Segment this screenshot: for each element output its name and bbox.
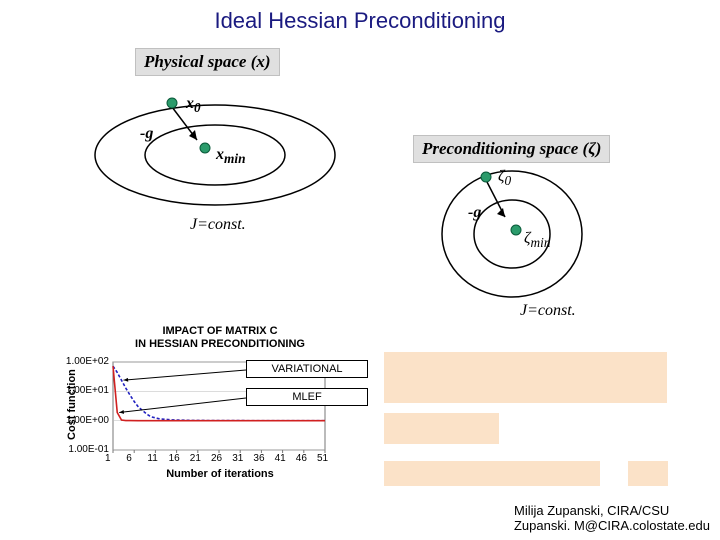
jconst-precond: J=const. bbox=[520, 302, 576, 320]
xtick: 16 bbox=[169, 453, 180, 464]
precond-space-diagram bbox=[430, 162, 600, 317]
chart-title-line2: IN HESSIAN PRECONDITIONING bbox=[115, 338, 325, 350]
footer-line2: Zupanski. M@CIRA.colostate.edu bbox=[514, 518, 710, 534]
ytick: 1.00E+00 bbox=[61, 415, 109, 426]
xtick: 11 bbox=[147, 453, 157, 464]
precond-space-banner: Preconditioning space (ζ) bbox=[413, 135, 610, 163]
neg-g-precond: -g bbox=[468, 204, 481, 222]
xtick: 51 bbox=[317, 453, 328, 464]
z0-label: ζ0 bbox=[498, 168, 511, 189]
jconst-phys: J=const. bbox=[190, 216, 246, 234]
xtick: 6 bbox=[126, 453, 132, 464]
xtick: 21 bbox=[190, 453, 201, 464]
x0-label: x0 bbox=[186, 95, 201, 116]
ytick: 1.00E+01 bbox=[61, 385, 109, 396]
footer-credit: Milija Zupanski, CIRA/CSU Zupanski. M@CI… bbox=[514, 503, 710, 534]
ytick: 1.00E-01 bbox=[61, 444, 109, 455]
xtick: 41 bbox=[275, 453, 286, 464]
xtick: 31 bbox=[232, 453, 243, 464]
xmin-label: xmin bbox=[216, 146, 245, 167]
orange-box-1 bbox=[384, 352, 667, 403]
chart-title-line1: IMPACT OF MATRIX C bbox=[115, 325, 325, 337]
xtick: 26 bbox=[211, 453, 222, 464]
legend-variational: VARIATIONAL bbox=[246, 360, 368, 378]
xtick: 46 bbox=[296, 453, 307, 464]
orange-box-4 bbox=[628, 461, 668, 486]
physical-space-diagram bbox=[85, 80, 345, 230]
slide-title: Ideal Hessian Preconditioning bbox=[0, 8, 720, 34]
neg-g-phys: -g bbox=[140, 125, 153, 143]
xtick: 1 bbox=[105, 453, 111, 464]
xtick: 36 bbox=[253, 453, 264, 464]
orange-box-2 bbox=[384, 413, 499, 444]
ytick: 1.00E+02 bbox=[61, 356, 109, 367]
chart-xlabel: Number of iterations bbox=[115, 468, 325, 480]
legend-mlef: MLEF bbox=[246, 388, 368, 406]
footer-line1: Milija Zupanski, CIRA/CSU bbox=[514, 503, 710, 519]
physical-space-banner: Physical space (x) bbox=[135, 48, 280, 76]
zmin-label: ζmin bbox=[524, 230, 550, 251]
chart-ylabel: Cost function bbox=[66, 369, 78, 440]
orange-box-3 bbox=[384, 461, 600, 486]
